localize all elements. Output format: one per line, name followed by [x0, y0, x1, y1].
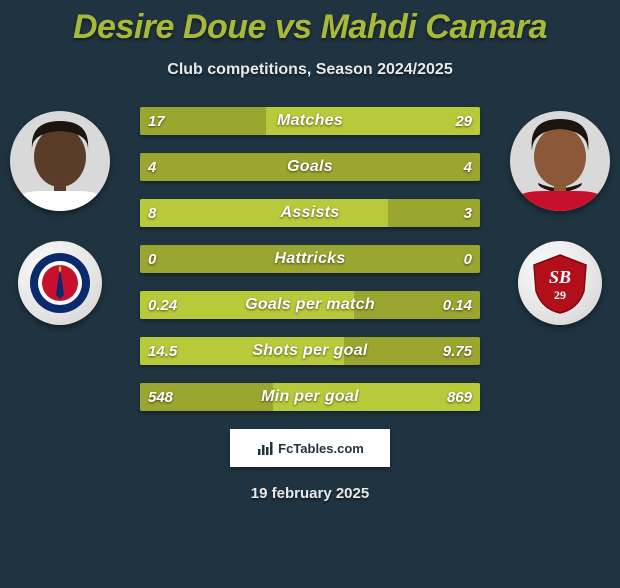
brest-badge-icon: SB 29 — [528, 251, 592, 315]
stat-value-left: 14.5 — [140, 337, 185, 365]
stat-value-right: 29 — [447, 107, 480, 135]
stat-row: Min per goal548 869 — [140, 383, 480, 411]
fctables-logo: FcTables.com — [230, 429, 390, 467]
svg-text:29: 29 — [554, 288, 566, 302]
stat-value-left: 548 — [140, 383, 181, 411]
stat-value-right: 0 — [456, 245, 480, 273]
page-subtitle: Club competitions, Season 2024/2025 — [0, 61, 620, 79]
player-left-silhouette — [10, 111, 110, 211]
stat-label: Matches — [140, 107, 480, 135]
stat-label: Goals per match — [140, 291, 480, 319]
logo-text: FcTables.com — [278, 441, 364, 456]
stat-label: Hattricks — [140, 245, 480, 273]
stat-value-left: 17 — [140, 107, 173, 135]
player-right-silhouette — [510, 111, 610, 211]
stat-value-left: 0 — [140, 245, 164, 273]
stat-row: Goals per match0.24 0.14 — [140, 291, 480, 319]
stat-label: Shots per goal — [140, 337, 480, 365]
player-left-avatar — [10, 111, 110, 211]
stat-row: Hattricks0 0 — [140, 245, 480, 273]
club-left-badge — [18, 241, 102, 325]
stat-row: Assists8 3 — [140, 199, 480, 227]
psg-badge-icon — [28, 251, 92, 315]
snapshot-date: 19 february 2025 — [0, 485, 620, 502]
stat-value-right: 869 — [439, 383, 480, 411]
stat-value-right: 3 — [456, 199, 480, 227]
stat-value-right: 4 — [456, 153, 480, 181]
stat-row: Matches17 29 — [140, 107, 480, 135]
stat-value-left: 0.24 — [140, 291, 185, 319]
chart-icon — [256, 439, 274, 457]
stat-row: Goals4 4 — [140, 153, 480, 181]
stat-bars: Matches17 29 Goals4 4 Assists8 3 Hattricks0 0 Go… — [140, 107, 480, 411]
svg-text:SB: SB — [549, 267, 571, 287]
stat-value-right: 9.75 — [435, 337, 480, 365]
stat-value-left: 4 — [140, 153, 164, 181]
stat-label: Goals — [140, 153, 480, 181]
comparison-panel: SB 29 Matches17 29 Goals4 4 Assists8 3 Hattric… — [0, 107, 620, 411]
page-title: Desire Doue vs Mahdi Camara — [0, 8, 620, 47]
stat-value-right: 0.14 — [435, 291, 480, 319]
stat-value-left: 8 — [140, 199, 164, 227]
club-right-badge: SB 29 — [518, 241, 602, 325]
stat-row: Shots per goal14.5 9.75 — [140, 337, 480, 365]
stat-label: Min per goal — [140, 383, 480, 411]
stat-label: Assists — [140, 199, 480, 227]
player-right-avatar — [510, 111, 610, 211]
